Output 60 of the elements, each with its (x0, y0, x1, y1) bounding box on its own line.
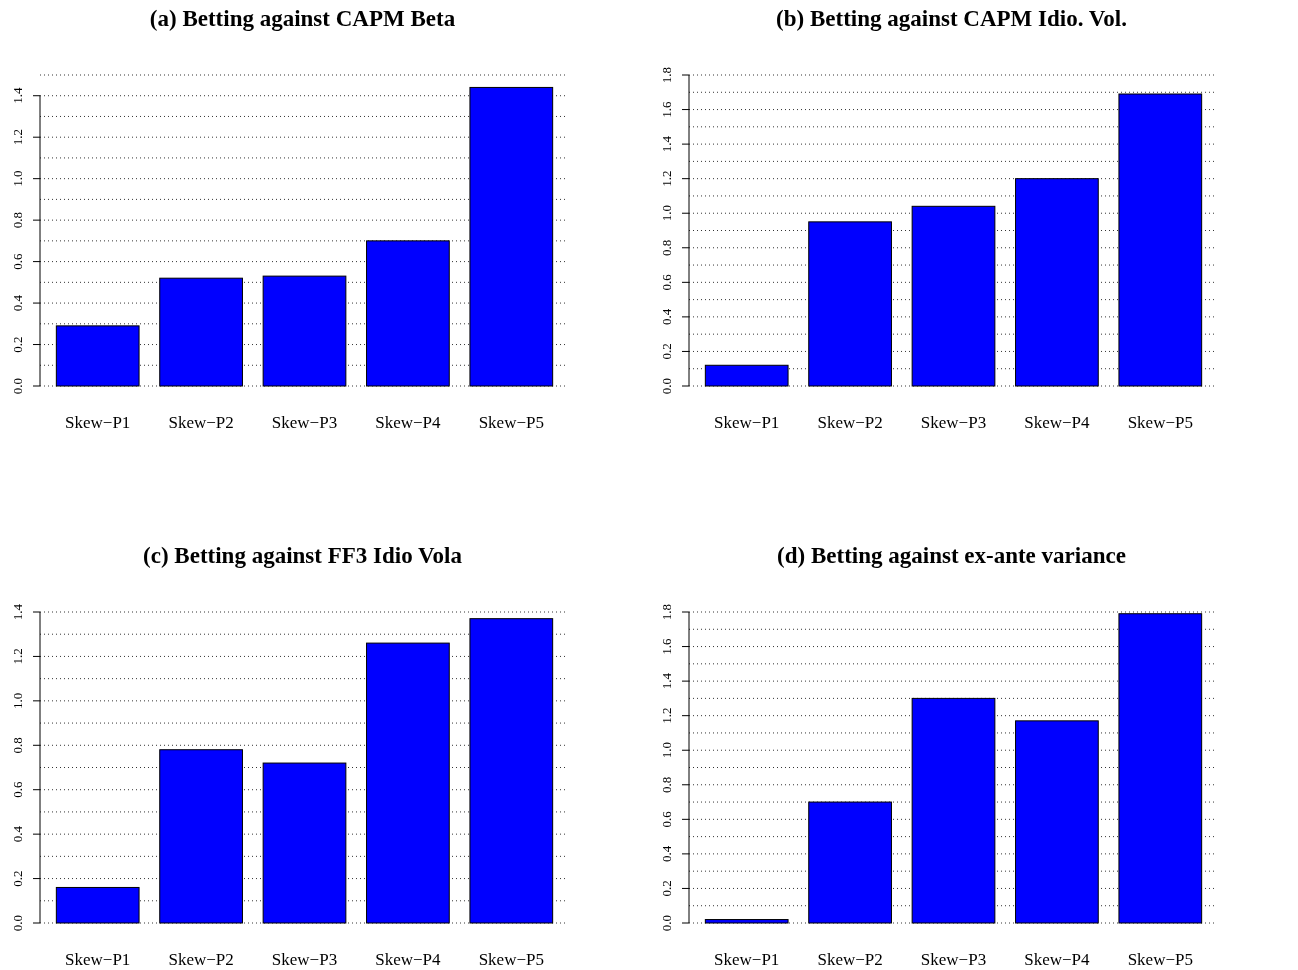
y-tick-label: 1.2 (659, 707, 674, 724)
x-tick-label: Skew−P5 (1127, 413, 1193, 432)
y-tick-label: 1.0 (10, 170, 25, 187)
x-tick-label: Skew−P2 (817, 950, 883, 969)
x-tick-label: Skew−P2 (168, 413, 234, 432)
y-tick-label: 0.0 (10, 914, 25, 932)
y-tick-label: 1.2 (10, 129, 25, 146)
y-tick-label: 0.2 (10, 870, 25, 887)
x-tick-label: Skew−P1 (714, 950, 780, 969)
y-tick-label: 0.4 (10, 825, 25, 843)
y-tick-label: 0.8 (10, 737, 25, 754)
x-tick-label: Skew−P4 (375, 950, 442, 969)
y-tick-label: 0.6 (10, 252, 25, 270)
y-tick-label: 0.4 (659, 845, 674, 863)
y-tick-label: 1.2 (659, 170, 674, 187)
chart-title: (b) Betting against CAPM Idio. Vol. (776, 6, 1127, 31)
x-tick-label: Skew−P1 (65, 413, 131, 432)
y-tick-label: 1.6 (659, 637, 674, 655)
chart-title: (a) Betting against CAPM Beta (149, 6, 456, 31)
y-tick-label: 1.4 (10, 87, 25, 104)
x-tick-label: Skew−P3 (271, 413, 338, 432)
x-tick-label: Skew−P5 (478, 413, 544, 432)
x-tick-label: Skew−P4 (375, 413, 442, 432)
y-tick-label: 0.8 (659, 776, 674, 793)
y-tick-label: 1.4 (659, 672, 674, 690)
y-tick-label: 0.0 (659, 377, 674, 395)
chart-title: (d) Betting against ex-ante variance (777, 543, 1126, 568)
x-tick-label: Skew−P3 (920, 413, 987, 432)
x-tick-label: Skew−P5 (1127, 950, 1193, 969)
y-tick-label: 0.6 (659, 810, 674, 828)
x-tick-label: Skew−P3 (271, 950, 338, 969)
y-tick-label: 1.0 (659, 742, 674, 759)
y-tick-label: 1.0 (10, 692, 25, 709)
x-tick-label: Skew−P2 (817, 413, 883, 432)
y-tick-label: 0.2 (10, 336, 25, 353)
y-tick-label: 1.8 (659, 603, 674, 621)
y-tick-label: 0.8 (10, 212, 25, 229)
y-tick-label: 1.6 (659, 100, 674, 118)
y-tick-label: 0.0 (659, 914, 674, 932)
y-tick-label: 0.4 (659, 308, 674, 326)
y-tick-label: 1.4 (10, 603, 25, 621)
y-tick-label: 1.4 (659, 135, 674, 153)
y-tick-label: 0.2 (659, 343, 674, 360)
x-tick-label: Skew−P4 (1024, 950, 1091, 969)
x-tick-label: Skew−P3 (920, 950, 987, 969)
y-tick-label: 1.2 (10, 648, 25, 665)
x-tick-label: Skew−P1 (65, 950, 131, 969)
y-tick-label: 0.6 (659, 273, 674, 291)
x-tick-label: Skew−P4 (1024, 413, 1091, 432)
y-tick-label: 0.0 (10, 377, 25, 395)
y-tick-label: 1.8 (659, 66, 674, 84)
y-tick-label: 0.4 (10, 294, 25, 312)
y-tick-label: 0.8 (659, 239, 674, 256)
y-tick-label: 0.6 (10, 781, 25, 798)
chart-title: (c) Betting against FF3 Idio Vola (143, 543, 463, 568)
y-tick-label: 0.2 (659, 880, 674, 897)
x-tick-label: Skew−P5 (478, 950, 544, 969)
y-tick-label: 1.0 (659, 205, 674, 222)
x-tick-label: Skew−P1 (714, 413, 780, 432)
x-tick-label: Skew−P2 (168, 950, 234, 969)
